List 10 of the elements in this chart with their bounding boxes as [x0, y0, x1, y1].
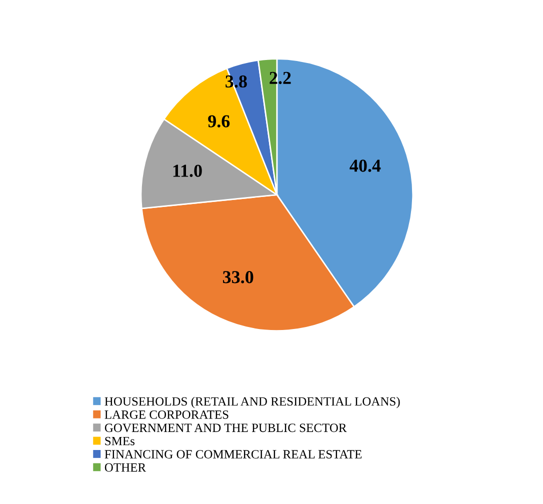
data-label: 33.0	[222, 271, 254, 284]
data-label: 40.4	[350, 160, 381, 172]
legend-label: SMEs	[105, 436, 134, 446]
data-label: 9.6	[208, 115, 230, 128]
legend-label: LARGE CORPORATES	[104, 410, 228, 419]
legend-label: FINANCING OF COMMERCIAL REAL ESTATE	[104, 450, 362, 458]
legend-label: OTHER	[104, 463, 146, 472]
data-label: 11.0	[173, 164, 202, 177]
legend-label: HOUSEHOLDS (RETAIL AND RESIDENTIAL LOANS)	[104, 396, 400, 408]
legend-label: GOVERNMENT AND THE PUBLIC SECTOR	[104, 424, 347, 432]
